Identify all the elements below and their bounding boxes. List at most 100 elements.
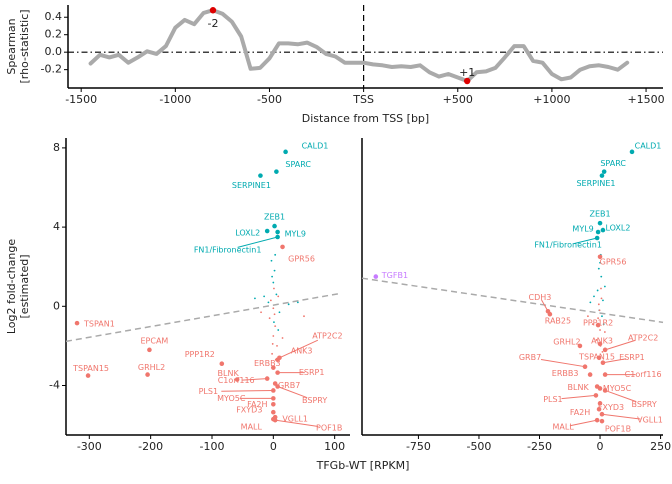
gene-point	[596, 406, 602, 412]
gene-label: C1orf116	[625, 370, 662, 379]
gene-point	[593, 393, 599, 398]
label-leader	[540, 358, 586, 368]
gene-dot	[599, 261, 601, 264]
gene-point	[594, 235, 600, 241]
gene-dot	[589, 301, 592, 304]
x-tick-label: +500	[443, 93, 473, 106]
highlight-label: +1	[459, 66, 475, 79]
gene-label: MYL9	[572, 225, 593, 234]
gene-label: VGLL1	[282, 415, 308, 424]
gene-dot	[600, 275, 603, 278]
gene-label: PLS1	[199, 387, 218, 396]
gene-label: TSPAN1	[83, 320, 115, 329]
gene-point	[596, 355, 602, 361]
gene-point	[373, 274, 379, 279]
gene-dot	[267, 301, 270, 304]
y-tick-label: 0.2	[45, 28, 63, 41]
gene-point	[283, 149, 288, 155]
gene-point	[264, 228, 270, 234]
gene-point	[599, 411, 605, 417]
gene-dot	[277, 329, 280, 331]
gene-point	[272, 223, 277, 229]
gene-label: TSPAN15	[72, 364, 109, 373]
gene-dot	[273, 313, 276, 316]
gene-dot	[273, 269, 276, 272]
gene-dot	[597, 303, 600, 306]
y-axis-label: Spearman	[5, 18, 18, 74]
gene-point	[597, 220, 603, 226]
gene-label: POF1B	[605, 425, 631, 434]
gene-point	[547, 311, 553, 317]
gene-dot	[597, 267, 600, 270]
gene-label: FXYD3	[598, 403, 624, 412]
gene-label: MYO5C	[603, 384, 632, 393]
gene-dot	[278, 311, 281, 314]
gene-label: FN1/Fibronectin1	[194, 246, 262, 255]
x-tick-label: 100	[324, 440, 345, 453]
gene-label: CDH3	[529, 293, 552, 302]
gene-point	[271, 388, 276, 393]
gene-point	[602, 347, 608, 353]
gene-dot	[277, 295, 280, 298]
highlight-label: -2	[207, 17, 218, 30]
gene-point	[599, 173, 605, 178]
rho-line	[88, 8, 630, 83]
label-leader	[242, 378, 268, 381]
gene-dot	[596, 289, 599, 292]
x-tick-label: -1500	[65, 93, 97, 106]
gene-point	[264, 376, 270, 381]
gene-dot	[270, 259, 273, 262]
gene-label: ZEB1	[589, 210, 610, 219]
gene-label: PLS1	[543, 395, 562, 404]
x-tick-label: +1000	[533, 93, 570, 106]
x-tick-label: TSS	[352, 93, 374, 106]
gene-point	[219, 361, 225, 367]
label-leader	[237, 236, 278, 248]
label-leader	[601, 413, 641, 420]
gene-dot	[272, 335, 275, 337]
gene-label: CALD1	[635, 141, 662, 150]
gene-label: VGLL1	[637, 416, 663, 425]
gene-point	[271, 365, 276, 370]
gene-label: EPCAM	[140, 336, 168, 345]
label-leader	[604, 389, 637, 403]
y-tick-label: 4	[53, 220, 60, 233]
gene-dot	[303, 315, 305, 318]
y-tick-label: 0	[53, 299, 60, 312]
gene-point	[595, 229, 601, 235]
gene-point	[234, 377, 240, 382]
gene-dot	[598, 309, 601, 312]
gene-label: MYO5C	[217, 394, 246, 403]
gene-label: SERPINE1	[576, 179, 615, 188]
gene-point	[597, 341, 603, 347]
x-tick-label: -750	[406, 440, 431, 453]
trend-line	[361, 277, 664, 324]
gene-label: ANK3	[291, 346, 313, 355]
y-tick-label: 0.0	[45, 45, 63, 58]
gene-label: ANK3	[591, 336, 613, 345]
gene-dot	[287, 303, 290, 306]
gene-label: GPR56	[288, 254, 315, 263]
gene-dot	[600, 297, 603, 300]
highlight-point	[209, 7, 217, 14]
x-tick-label: -100	[200, 440, 225, 453]
gene-label: FA2H	[570, 408, 590, 417]
gene-label: ERBB3	[552, 369, 579, 378]
gene-label: LOXL2	[235, 229, 260, 238]
y-tick-label: 0.4	[45, 10, 63, 23]
gene-point	[74, 320, 80, 326]
gene-dot	[260, 311, 262, 314]
gene-dot	[271, 352, 273, 355]
gene-point	[271, 409, 276, 415]
gene-point	[274, 169, 279, 174]
x-tick-label: -500	[466, 440, 491, 453]
gene-label: SPARC	[285, 160, 311, 169]
label-leader	[569, 419, 598, 427]
gene-dot	[597, 317, 600, 320]
gene-point	[271, 402, 276, 407]
x-tick-label: -1000	[159, 93, 191, 106]
gene-label: RAB25	[545, 317, 571, 326]
gene-point	[582, 364, 588, 369]
gene-label: C1orf116	[218, 376, 255, 385]
